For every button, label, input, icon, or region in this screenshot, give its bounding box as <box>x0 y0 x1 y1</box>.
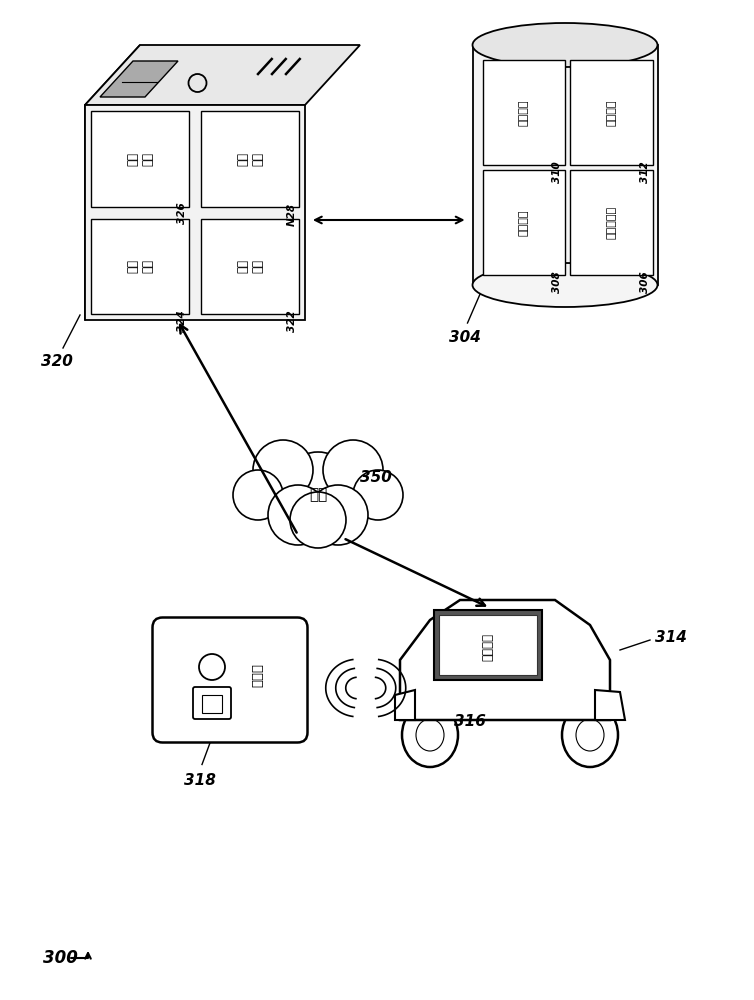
Text: 访问
模块: 访问 模块 <box>236 152 264 166</box>
Text: 312: 312 <box>639 161 649 183</box>
Text: 310: 310 <box>552 161 562 183</box>
Bar <box>202 695 222 713</box>
Circle shape <box>253 440 313 500</box>
Text: 可用性数据: 可用性数据 <box>606 206 616 239</box>
Ellipse shape <box>473 263 657 307</box>
Circle shape <box>353 470 403 520</box>
Text: 预订
模块: 预订 模块 <box>236 259 264 273</box>
Polygon shape <box>85 45 140 320</box>
Ellipse shape <box>473 23 657 67</box>
Bar <box>91 219 189 314</box>
FancyBboxPatch shape <box>193 687 231 719</box>
Circle shape <box>268 485 328 545</box>
Bar <box>570 60 652 165</box>
Circle shape <box>308 485 368 545</box>
Bar <box>570 170 652 275</box>
Polygon shape <box>100 61 178 97</box>
Bar <box>483 60 565 165</box>
Circle shape <box>280 452 356 528</box>
Bar <box>439 615 537 675</box>
Bar <box>85 105 305 320</box>
Bar <box>201 219 299 314</box>
Text: 网络: 网络 <box>309 488 327 502</box>
Circle shape <box>253 440 313 500</box>
Bar <box>91 111 189 207</box>
Circle shape <box>323 440 383 500</box>
Ellipse shape <box>576 719 604 751</box>
Text: 批量
移动: 批量 移动 <box>126 152 154 166</box>
Circle shape <box>233 470 283 520</box>
Text: N28: N28 <box>287 202 297 226</box>
Polygon shape <box>400 600 610 720</box>
Circle shape <box>268 485 328 545</box>
Text: 314: 314 <box>655 630 687 645</box>
Circle shape <box>290 492 346 548</box>
Polygon shape <box>395 690 415 720</box>
Circle shape <box>323 440 383 500</box>
Circle shape <box>280 452 356 528</box>
Text: 324: 324 <box>177 310 187 332</box>
Text: 控制终端: 控制终端 <box>482 633 495 661</box>
Text: 预订数据: 预订数据 <box>519 209 529 236</box>
Text: 326: 326 <box>177 202 187 224</box>
Circle shape <box>233 470 283 520</box>
Circle shape <box>199 654 225 680</box>
Text: 位置数据: 位置数据 <box>606 99 616 126</box>
Ellipse shape <box>416 719 444 751</box>
Text: 320: 320 <box>41 355 73 369</box>
Circle shape <box>308 485 368 545</box>
Ellipse shape <box>402 703 458 767</box>
Text: 304: 304 <box>449 330 480 344</box>
Circle shape <box>353 470 403 520</box>
Text: 316: 316 <box>454 714 486 730</box>
Text: 队列数据: 队列数据 <box>519 99 529 126</box>
Polygon shape <box>595 690 625 720</box>
Text: 批量
调度: 批量 调度 <box>126 259 154 273</box>
Circle shape <box>290 492 346 548</box>
Text: 308: 308 <box>552 271 562 293</box>
Text: 300: 300 <box>42 949 78 967</box>
Text: 322: 322 <box>287 310 297 332</box>
Text: 306: 306 <box>639 271 649 293</box>
Text: 318: 318 <box>184 773 216 788</box>
Bar <box>201 111 299 207</box>
Text: 350: 350 <box>360 471 392 486</box>
Ellipse shape <box>562 703 618 767</box>
Bar <box>434 610 542 680</box>
Polygon shape <box>85 45 360 105</box>
Bar <box>483 170 565 275</box>
Text: 访问卡: 访问卡 <box>252 663 265 687</box>
Bar <box>473 45 657 285</box>
FancyBboxPatch shape <box>152 617 308 742</box>
